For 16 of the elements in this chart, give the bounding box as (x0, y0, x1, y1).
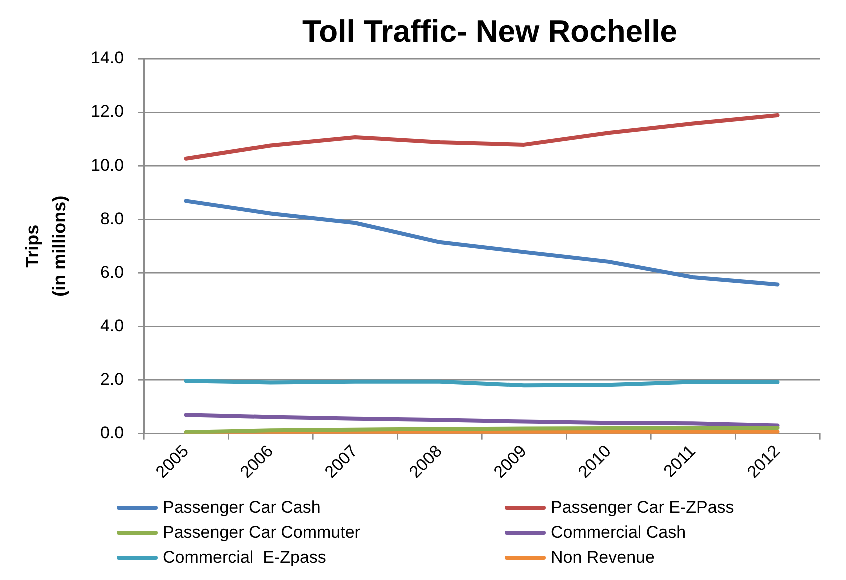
y-tick-label: 8.0 (100, 209, 124, 228)
legend-label: Passenger Car Commuter (163, 522, 360, 542)
legend-label: Non Revenue (551, 548, 655, 568)
y-tick-label: 4.0 (100, 316, 124, 336)
y-tick-label: 2.0 (100, 370, 124, 389)
legend-label: Commercial Cash (551, 522, 686, 542)
y-axis-title: Trips (in millions) (22, 196, 70, 297)
y-tick-label: 14.0 (90, 48, 124, 68)
y-tick-label: 0.0 (100, 424, 124, 443)
legend-label: Passenger Car Cash (163, 498, 321, 518)
chart-title: Toll Traffic- New Rochelle (302, 14, 678, 50)
legend-label: Passenger Car E-ZPass (551, 498, 734, 518)
y-tick-label: 10.0 (90, 156, 124, 175)
y-tick-label: 6.0 (100, 262, 124, 282)
y-tick-label: 12.0 (90, 102, 124, 122)
legend-label: Commercial E-Zpass (163, 548, 326, 568)
